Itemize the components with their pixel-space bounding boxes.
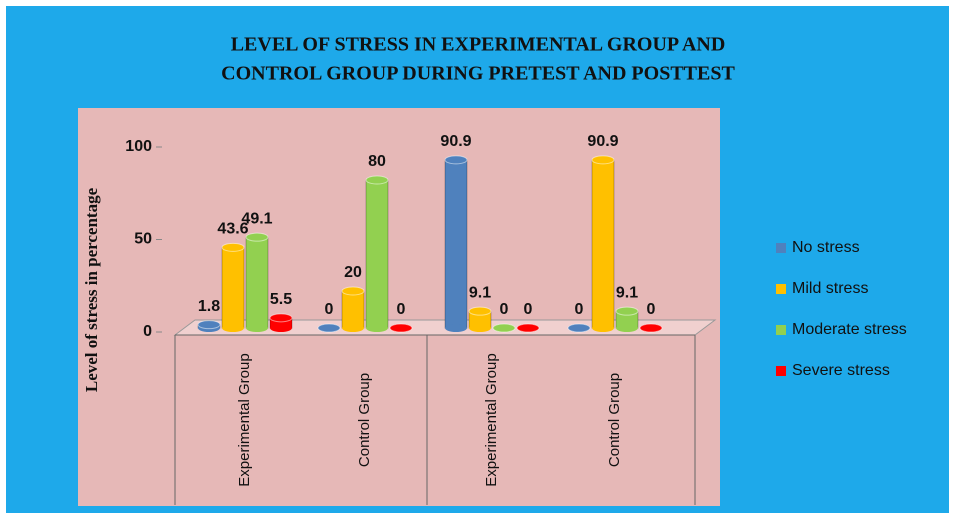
legend-label: Mild stress xyxy=(792,280,868,297)
bar-cap xyxy=(221,242,245,252)
bar-cap xyxy=(444,155,468,165)
bar xyxy=(221,246,245,329)
y-axis-title: Level of stress in percentage xyxy=(82,187,101,392)
legend-swatch xyxy=(776,284,786,294)
bar-base xyxy=(445,324,467,332)
value-label: 0 xyxy=(524,301,533,318)
y-tick-label: 100 xyxy=(125,138,152,155)
x-tick-label: Experimental Group xyxy=(236,353,253,486)
bar-cap xyxy=(245,232,269,242)
bar-cap xyxy=(591,155,615,165)
bar xyxy=(591,159,615,329)
value-label: 80 xyxy=(368,153,386,170)
bar-cap xyxy=(341,286,365,296)
bar-cap xyxy=(615,306,639,316)
value-label: 43.6 xyxy=(217,221,248,238)
value-label: 0 xyxy=(647,301,656,318)
value-label: 1.8 xyxy=(198,298,220,315)
value-label: 90.9 xyxy=(587,133,618,150)
bar-base xyxy=(366,324,388,332)
legend-label: Moderate stress xyxy=(792,321,907,338)
value-label: 20 xyxy=(344,264,362,281)
bar-cap xyxy=(468,306,492,316)
bar-base xyxy=(616,324,638,332)
bar-base xyxy=(270,324,292,332)
bar-cap xyxy=(639,323,663,333)
bar-base xyxy=(246,324,268,332)
value-label: 0 xyxy=(397,301,406,318)
bar-base xyxy=(342,324,364,332)
legend-swatch xyxy=(776,243,786,253)
bar xyxy=(444,159,468,329)
value-label: 0 xyxy=(325,301,334,318)
bar-cap xyxy=(516,323,540,333)
chart-title: LEVEL OF STRESS IN EXPERIMENTAL GROUP AN… xyxy=(231,34,726,56)
value-label: 90.9 xyxy=(440,133,471,150)
y-tick-label: 50 xyxy=(134,231,152,248)
bar-cap xyxy=(365,175,389,185)
x-tick-label: Experimental Group xyxy=(483,353,500,486)
bar-cap xyxy=(492,323,516,333)
value-label: 49.1 xyxy=(241,210,272,227)
bar xyxy=(341,290,365,329)
value-label: 0 xyxy=(500,301,509,318)
chart-title: CONTROL GROUP DURING PRETEST AND POSTTES… xyxy=(221,63,735,85)
bar-base xyxy=(592,324,614,332)
bar-cap xyxy=(269,313,293,323)
bar xyxy=(365,179,389,329)
bar-cap xyxy=(317,323,341,333)
legend-swatch xyxy=(776,366,786,376)
legend-label: No stress xyxy=(792,239,860,256)
bar-base xyxy=(469,324,491,332)
bar-base xyxy=(222,324,244,332)
x-tick-label: Control Group xyxy=(356,373,373,467)
value-label: 0 xyxy=(575,301,584,318)
bar-cap xyxy=(389,323,413,333)
bar xyxy=(245,236,269,329)
bar-cap xyxy=(197,320,221,330)
x-tick-label: Control Group xyxy=(606,373,623,467)
value-label: 9.1 xyxy=(469,284,491,301)
value-label: 9.1 xyxy=(616,284,638,301)
value-label: 5.5 xyxy=(270,291,292,308)
y-tick-label: 0 xyxy=(143,323,152,340)
legend-swatch xyxy=(776,325,786,335)
legend-label: Severe stress xyxy=(792,362,890,379)
bar-cap xyxy=(567,323,591,333)
